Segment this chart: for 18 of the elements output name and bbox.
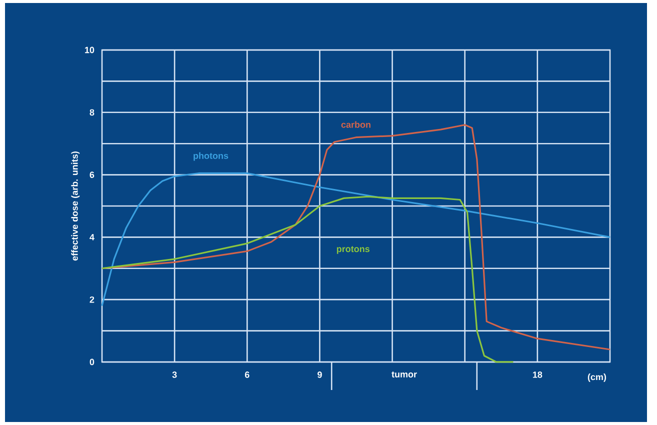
x-tick-label: 6 (244, 372, 250, 378)
series-label: carbon (341, 121, 370, 128)
y-axis-title: effective dose (arb. units) (71, 152, 80, 261)
series-label: photons (194, 152, 228, 161)
x-tick-label: 3 (172, 372, 177, 378)
line-series (101, 196, 514, 363)
y-tick-label: 8 (90, 109, 94, 116)
line-series (101, 172, 611, 307)
x-tick-label: 9 (318, 372, 322, 378)
y-tick-label: 2 (90, 296, 94, 303)
y-tick-label: 4 (90, 234, 94, 240)
text: protons (336, 246, 370, 254)
y-tick-label: 6 (90, 172, 94, 178)
text: tumor (392, 372, 417, 378)
y-tick-label: 10 (85, 46, 94, 54)
y-tick-label: 0 (90, 358, 94, 366)
x-tick-label: 18 (532, 372, 542, 378)
x-axis-title: (cm) (588, 374, 606, 382)
